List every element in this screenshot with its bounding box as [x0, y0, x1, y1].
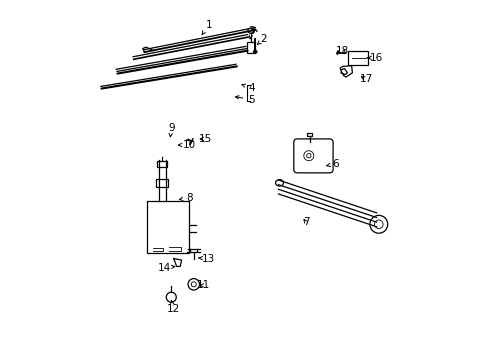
Text: 5: 5: [235, 95, 254, 105]
Text: 13: 13: [198, 253, 214, 264]
Text: 9: 9: [167, 123, 174, 137]
Text: 11: 11: [196, 280, 210, 291]
Text: 1: 1: [202, 19, 212, 35]
Text: 7: 7: [302, 217, 308, 227]
Text: 15: 15: [198, 134, 211, 144]
Bar: [156, 179, 167, 187]
Bar: [347, 51, 367, 65]
Text: 17: 17: [359, 74, 372, 84]
Text: 6: 6: [326, 159, 338, 169]
Bar: [147, 202, 189, 253]
Text: 16: 16: [366, 53, 383, 63]
Text: 12: 12: [166, 301, 179, 314]
Bar: [157, 161, 166, 167]
Text: 3: 3: [248, 26, 254, 39]
Bar: [306, 133, 311, 136]
Text: 14: 14: [157, 262, 175, 273]
Bar: [247, 42, 254, 53]
Text: 8: 8: [179, 193, 192, 203]
Text: 2: 2: [257, 34, 266, 44]
Text: 10: 10: [178, 140, 195, 150]
Text: 4: 4: [242, 83, 254, 93]
Text: 18: 18: [335, 46, 348, 56]
